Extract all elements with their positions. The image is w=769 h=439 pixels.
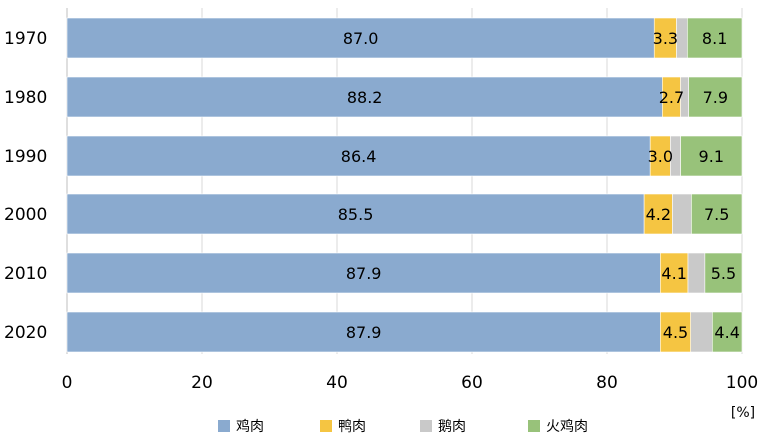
bar-2010-series-1	[66, 252, 661, 294]
bar-2010-series-3	[687, 252, 706, 294]
data-label-2020-series-2: 4.5	[663, 323, 688, 342]
data-label-1970-series-4: 8.1	[702, 29, 727, 48]
bar-1970-series-4	[687, 17, 743, 59]
bar-2010-series-2	[660, 252, 689, 294]
data-label-2000-series-2: 4.2	[646, 205, 671, 224]
legend-swatch-series-4	[528, 420, 540, 432]
legend: 鸡肉 鸭肉 鹅肉 火鸡肉	[218, 418, 588, 435]
y-tick-1970: 1970	[4, 29, 47, 49]
data-label-1990-series-4: 9.1	[699, 147, 724, 166]
legend-label-series-3: 鹅肉	[438, 418, 466, 435]
bar-2010-series-4	[704, 252, 743, 294]
data-label-1990-series-2: 3.0	[648, 147, 673, 166]
x-axis-ticks: 0 20 40 60 80 100	[62, 373, 759, 393]
y-tick-2010: 2010	[4, 264, 47, 284]
data-label-1980-series-1: 88.2	[347, 88, 383, 107]
x-tick-80: 80	[596, 373, 618, 393]
legend-swatch-series-3	[420, 420, 432, 432]
y-tick-2020: 2020	[4, 323, 47, 343]
data-label-2010-series-2: 4.1	[661, 264, 686, 283]
data-label-2020-series-1: 87.9	[346, 323, 382, 342]
bar-2020-series-3	[690, 311, 713, 353]
bar-2020-series-2	[660, 311, 692, 353]
bar-1970-series-1	[66, 17, 655, 59]
x-tick-40: 40	[326, 373, 348, 393]
data-label-1980-series-4: 7.9	[703, 88, 728, 107]
bar-1990-series-1	[66, 135, 651, 177]
data-label-2010-series-4: 5.5	[711, 264, 736, 283]
bars	[66, 17, 743, 353]
x-tick-0: 0	[62, 373, 73, 393]
legend-swatch-series-1	[218, 420, 230, 432]
y-tick-1990: 1990	[4, 147, 47, 167]
bar-1990-series-4	[680, 135, 743, 177]
bar-2000-series-1	[66, 193, 645, 235]
data-label-1970-series-2: 3.3	[653, 29, 678, 48]
data-label-1990-series-1: 86.4	[341, 147, 377, 166]
y-axis-ticks: 1970 1980 1990 2000 2010 2020	[4, 29, 47, 343]
y-tick-1980: 1980	[4, 88, 47, 108]
bar-1980-series-4	[688, 76, 743, 118]
x-tick-100: 100	[726, 373, 758, 393]
bar-2020-series-4	[711, 311, 743, 353]
data-label-2020-series-4: 4.4	[714, 323, 739, 342]
data-label-2010-series-1: 87.9	[346, 264, 382, 283]
bar-2000-series-4	[691, 193, 743, 235]
data-label-1970-series-1: 87.0	[343, 29, 379, 48]
data-label-2000-series-4: 7.5	[704, 205, 729, 224]
legend-label-series-2: 鸭肉	[338, 419, 366, 435]
x-axis-unit: [%]	[731, 405, 755, 421]
bar-2000-series-3	[672, 193, 692, 235]
legend-swatch-series-2	[320, 420, 332, 432]
bar-2000-series-2	[643, 193, 673, 235]
legend-label-series-1: 鸡肉	[236, 418, 264, 435]
data-label-2000-series-1: 85.5	[338, 205, 374, 224]
grid-lines	[66, 8, 743, 354]
data-labels: 87.0 3.3 8.1 88.2 2.7 7.9 86.4 3.0 9.1 85.5 4.2 7.5…	[338, 29, 740, 342]
bar-1980-series-1	[66, 76, 663, 118]
data-label-1980-series-2: 2.7	[659, 88, 684, 107]
x-tick-20: 20	[191, 373, 213, 393]
x-tick-60: 60	[461, 373, 483, 393]
y-tick-2000: 2000	[4, 205, 47, 225]
legend-label-series-4: 火鸡肉	[546, 418, 588, 435]
bar-1970-series-3	[676, 17, 688, 59]
bar-2020-series-1	[66, 311, 661, 353]
